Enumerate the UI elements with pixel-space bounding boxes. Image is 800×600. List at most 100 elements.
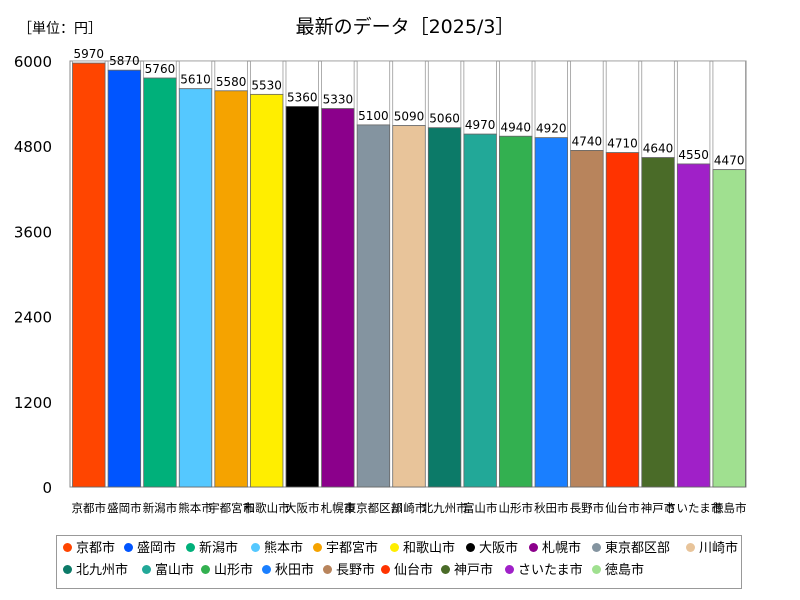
legend-item: 川崎市 bbox=[686, 541, 738, 557]
bar bbox=[178, 88, 213, 488]
legend-label: 和歌山市 bbox=[403, 541, 456, 556]
legend-marker bbox=[381, 565, 390, 574]
bar-background bbox=[178, 60, 213, 90]
bar bbox=[534, 137, 569, 488]
bar-background bbox=[249, 60, 284, 95]
bar-background bbox=[676, 60, 711, 165]
y-tick-label: 3600 bbox=[14, 223, 52, 241]
legend-marker bbox=[124, 543, 133, 552]
x-tick-label: 神戸市 bbox=[641, 501, 676, 515]
data-label: 5970 bbox=[74, 47, 105, 61]
bar-background bbox=[463, 60, 497, 135]
bar bbox=[321, 108, 355, 488]
bar bbox=[463, 133, 497, 488]
legend-item: 仙台市 bbox=[381, 563, 433, 579]
legend-marker bbox=[686, 543, 695, 552]
x-tick-label: 北九州市 bbox=[422, 501, 468, 515]
bar bbox=[107, 69, 142, 488]
bar-background bbox=[214, 60, 248, 92]
data-label: 5530 bbox=[251, 78, 282, 92]
bar-background bbox=[499, 60, 533, 137]
legend: 京都市 盛岡市 新潟市 熊本市 宇都宮市 和歌山市 大阪市 札幌市 東京都区部 川崎市 北九州市 富山… bbox=[56, 535, 742, 589]
y-tick-label: 2400 bbox=[14, 309, 52, 327]
bar bbox=[605, 152, 640, 488]
x-tick-label: 札幌市 bbox=[321, 501, 356, 515]
legend-item: 盛岡市 bbox=[124, 541, 176, 557]
bar bbox=[392, 125, 426, 488]
bar-background bbox=[605, 60, 640, 153]
x-tick-label: 富山市 bbox=[463, 501, 498, 515]
x-tick-label: 大阪市 bbox=[285, 501, 320, 515]
bar bbox=[427, 127, 462, 488]
legend-marker bbox=[63, 543, 72, 552]
bar bbox=[499, 135, 533, 488]
data-label: 4940 bbox=[500, 120, 531, 134]
bar bbox=[72, 62, 106, 488]
legend-marker bbox=[592, 543, 601, 552]
chart-title: 最新のデータ［2025/3］ bbox=[296, 16, 515, 38]
legend-marker bbox=[592, 565, 601, 574]
legend-label: 山形市 bbox=[214, 563, 254, 578]
legend-item: 大阪市 bbox=[466, 541, 518, 557]
data-label: 5610 bbox=[180, 73, 211, 87]
legend-label: 熊本市 bbox=[264, 541, 304, 556]
legend-item: 熊本市 bbox=[251, 541, 303, 557]
legend-label: 北九州市 bbox=[76, 563, 129, 578]
bar-background bbox=[392, 60, 426, 127]
data-label: 5090 bbox=[394, 110, 425, 124]
x-tick-label: 秋田市 bbox=[534, 501, 569, 515]
legend-marker bbox=[505, 565, 514, 574]
data-label: 5360 bbox=[287, 90, 318, 104]
data-label: 5100 bbox=[358, 109, 389, 123]
bar-background bbox=[641, 60, 675, 158]
x-tick-label: 宇都宮市 bbox=[208, 501, 254, 515]
legend-label: 京都市 bbox=[76, 541, 116, 556]
y-tick-label: 0 bbox=[42, 479, 52, 497]
data-label: 5580 bbox=[216, 75, 247, 89]
bar bbox=[712, 169, 746, 488]
bar-background bbox=[712, 60, 746, 171]
legend-item: 秋田市 bbox=[262, 563, 314, 579]
legend-item: 宇都宮市 bbox=[313, 541, 378, 557]
bar-background bbox=[534, 60, 569, 139]
legend-marker bbox=[63, 565, 72, 574]
data-label: 4920 bbox=[536, 122, 567, 136]
x-tick-label: 東京都区部 bbox=[345, 501, 403, 515]
data-label: 4740 bbox=[572, 134, 603, 148]
legend-label: 宇都宮市 bbox=[326, 541, 379, 556]
bar bbox=[249, 93, 284, 488]
legend-label: さいたま市 bbox=[518, 563, 583, 578]
legend-marker bbox=[201, 565, 210, 574]
legend-item: 和歌山市 bbox=[390, 541, 455, 557]
data-label: 4550 bbox=[678, 148, 709, 162]
legend-marker bbox=[466, 543, 475, 552]
legend-label: 富山市 bbox=[155, 563, 195, 578]
x-tick-label: 川崎市 bbox=[392, 501, 427, 515]
bar-background bbox=[427, 60, 462, 129]
legend-item: 神戸市 bbox=[441, 563, 493, 579]
x-tick-label: 熊本市 bbox=[178, 501, 213, 515]
bar bbox=[676, 163, 711, 488]
legend-label: 札幌市 bbox=[542, 541, 582, 556]
bar-chart: ［単位：円］ 最新のデータ［2025/3］ 0 1200 2400 3600 4800 6… bbox=[14, 16, 747, 515]
x-tick-label: 和歌山市 bbox=[244, 501, 290, 515]
legend-item: 新潟市 bbox=[186, 541, 238, 557]
x-tick-label: 長野市 bbox=[570, 501, 605, 515]
legend-label: 新潟市 bbox=[199, 541, 239, 556]
data-label: 4710 bbox=[607, 137, 638, 151]
y-tick-label: 6000 bbox=[14, 53, 52, 71]
data-label: 4470 bbox=[714, 154, 745, 168]
bar bbox=[143, 77, 177, 488]
x-tick-label: 山形市 bbox=[498, 501, 533, 515]
bar-background bbox=[570, 60, 604, 151]
x-tick-label: 仙台市 bbox=[605, 501, 640, 515]
data-label: 4970 bbox=[465, 118, 496, 132]
bar-background bbox=[285, 60, 319, 107]
bar-background bbox=[356, 60, 391, 126]
unit-label: ［単位：円］ bbox=[18, 21, 102, 37]
legend-label: 大阪市 bbox=[479, 541, 519, 556]
x-tick-label: 京都市 bbox=[72, 501, 107, 515]
x-tick-label: 盛岡市 bbox=[107, 501, 142, 515]
bar bbox=[570, 150, 604, 488]
